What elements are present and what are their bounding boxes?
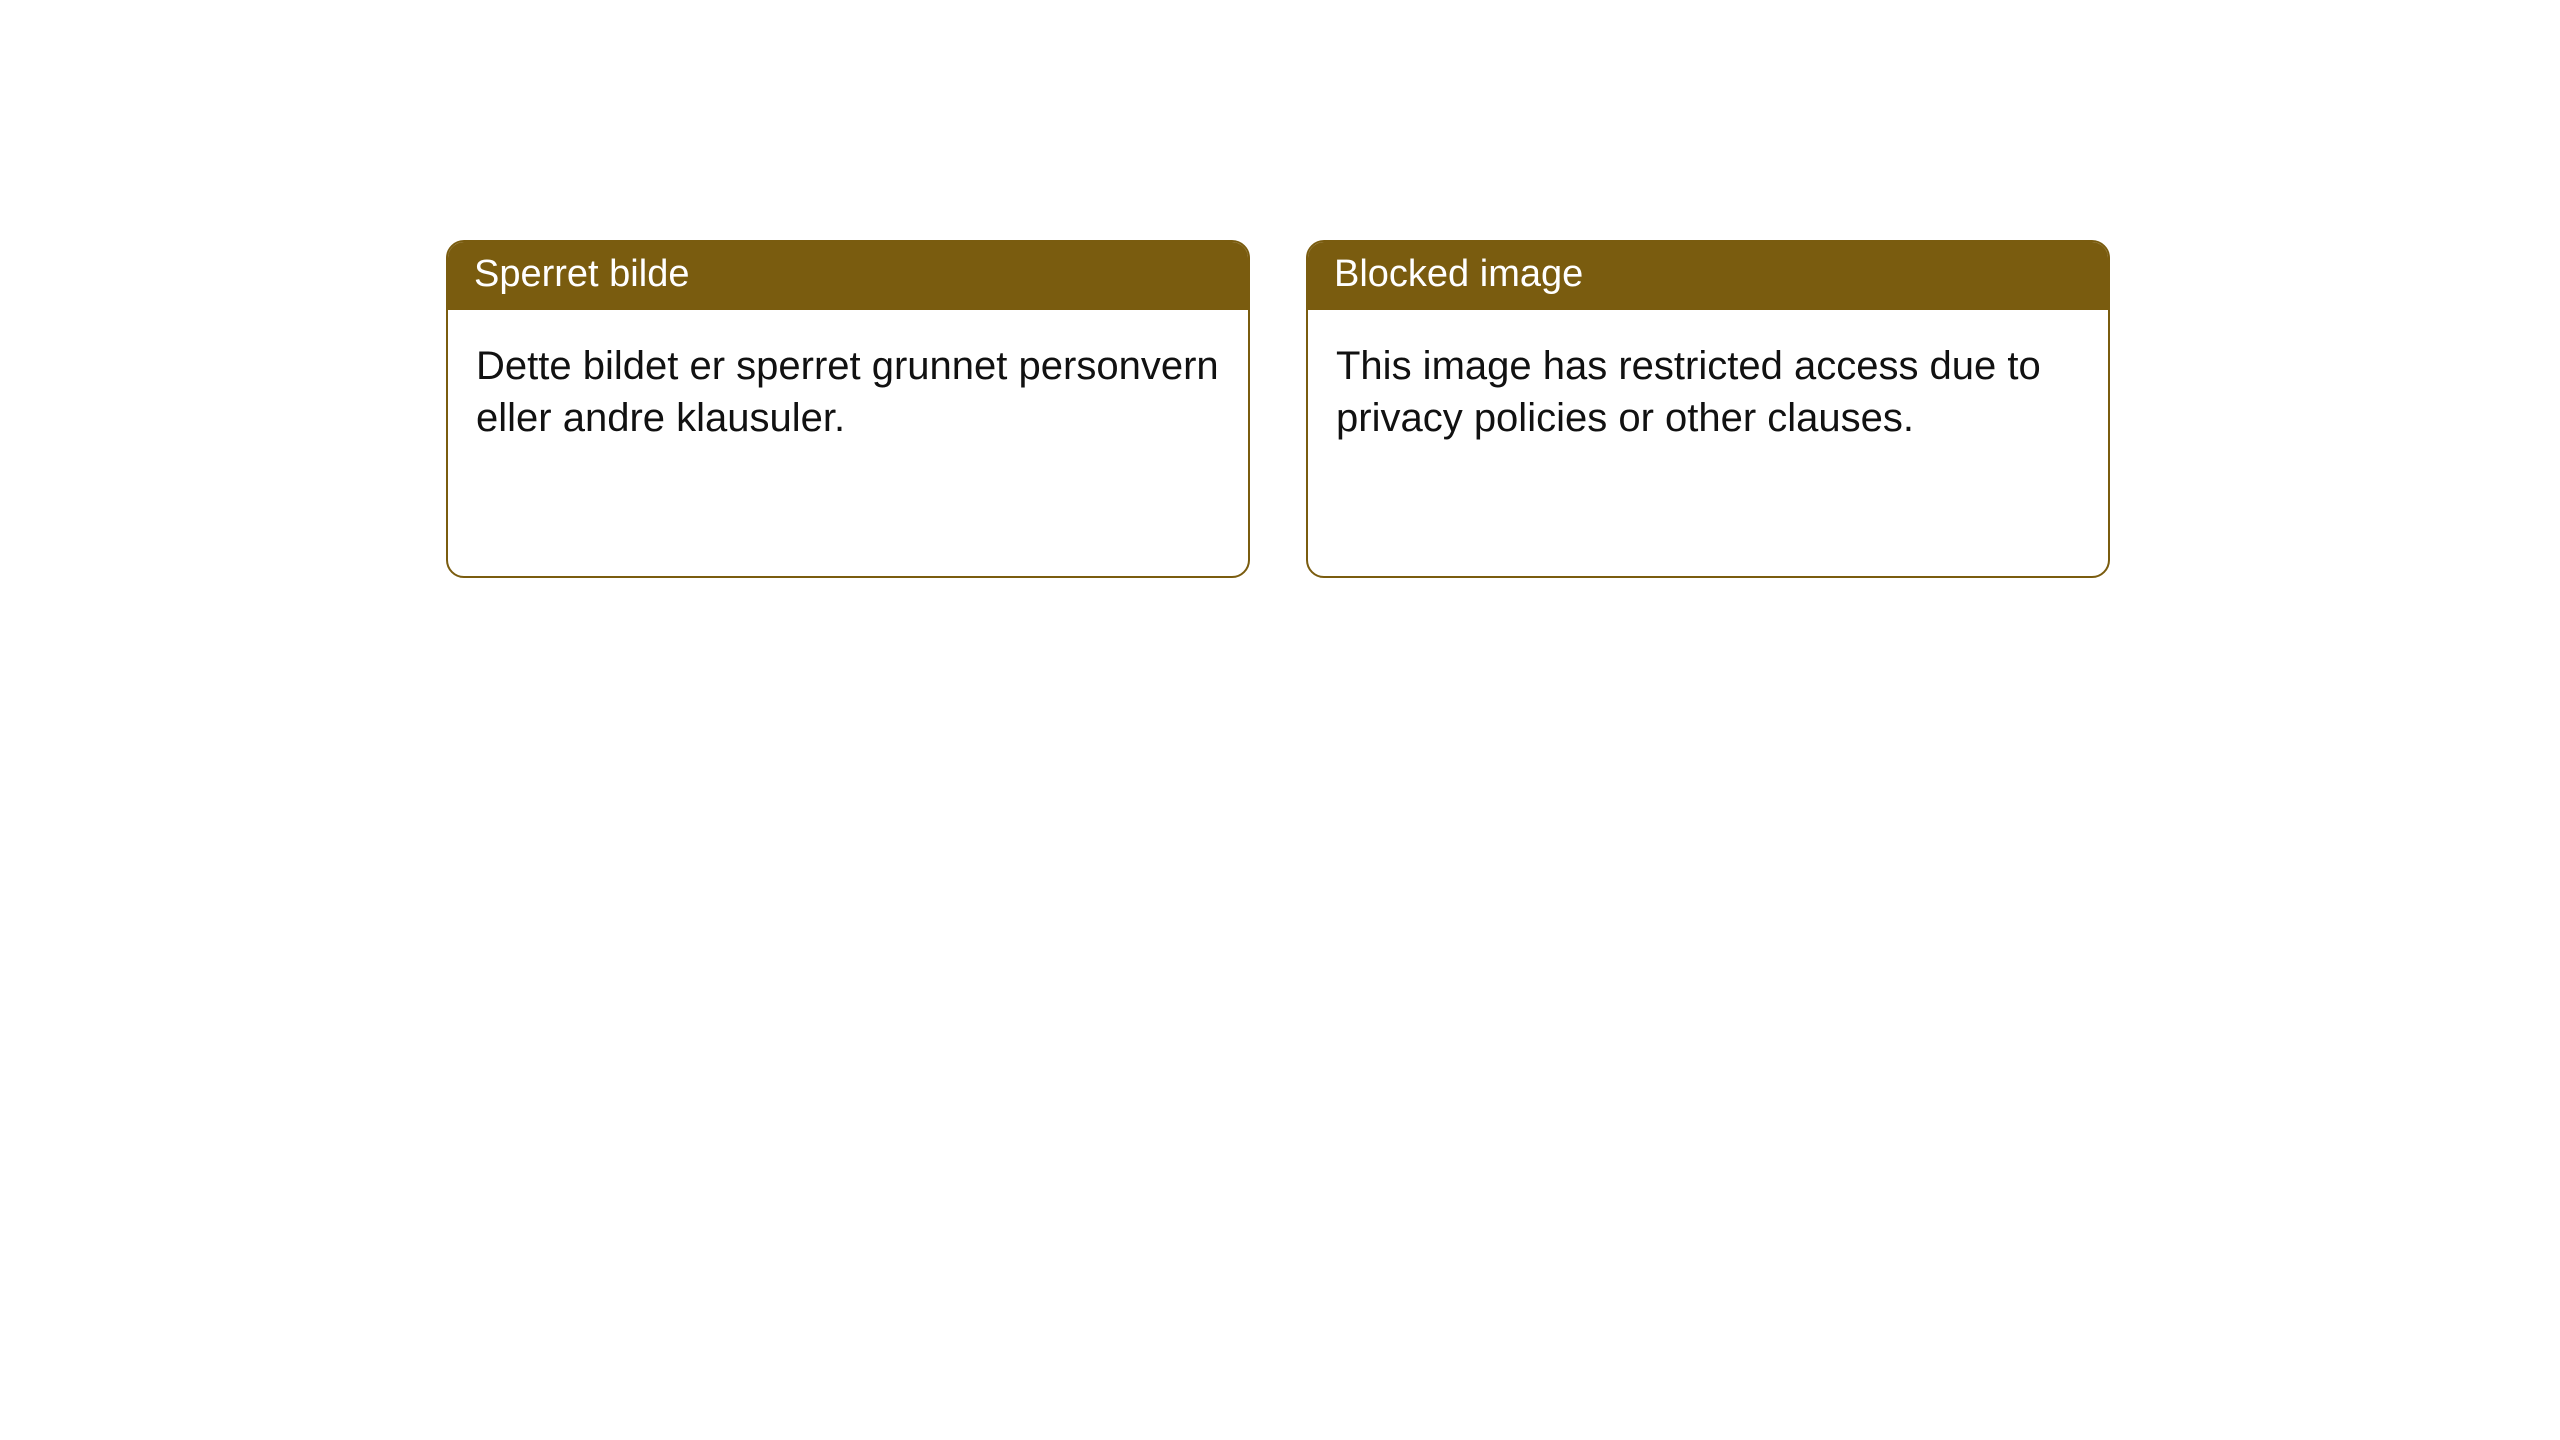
- notice-cards-container: Sperret bilde Dette bildet er sperret gr…: [446, 240, 2110, 578]
- notice-card-no: Sperret bilde Dette bildet er sperret gr…: [446, 240, 1250, 578]
- notice-card-title-en: Blocked image: [1308, 242, 2108, 310]
- notice-card-body-en: This image has restricted access due to …: [1308, 310, 2108, 476]
- notice-card-body-no: Dette bildet er sperret grunnet personve…: [448, 310, 1248, 476]
- notice-card-en: Blocked image This image has restricted …: [1306, 240, 2110, 578]
- notice-card-title-no: Sperret bilde: [448, 242, 1248, 310]
